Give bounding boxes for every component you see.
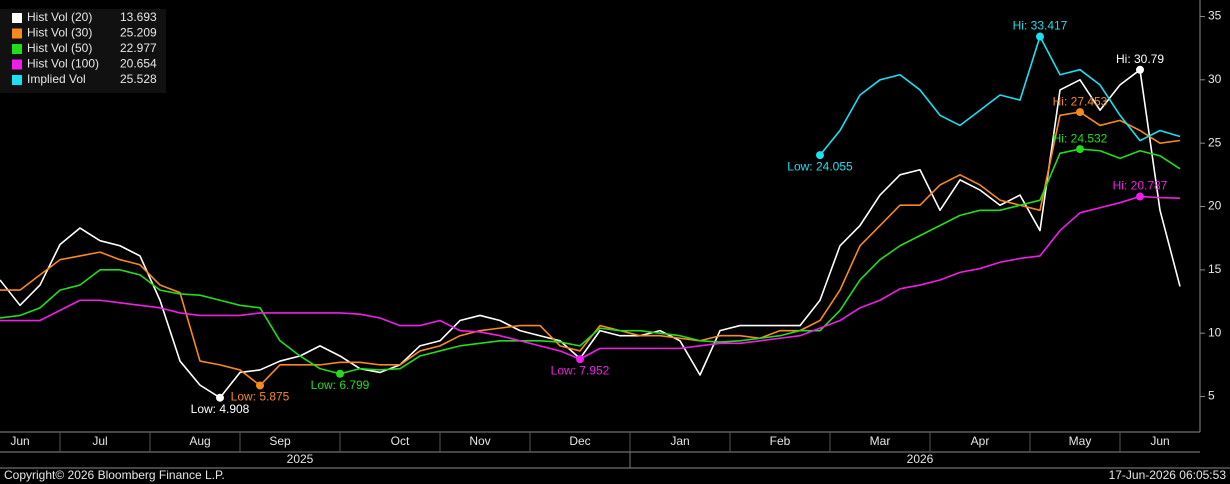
legend-swatch bbox=[12, 13, 22, 23]
y-tick-label: 10 bbox=[1208, 325, 1222, 339]
extreme-label: Low: 6.799 bbox=[311, 378, 370, 392]
legend-label: Hist Vol (50) bbox=[27, 41, 92, 55]
extreme-label: Low: 5.875 bbox=[231, 390, 290, 404]
x-tick-label: Jul bbox=[92, 434, 107, 448]
x-tick-label: Oct bbox=[391, 434, 410, 448]
y-tick-label: 30 bbox=[1208, 72, 1222, 86]
legend-label: Implied Vol bbox=[27, 72, 86, 86]
extreme-label: Hi: 33.417 bbox=[1013, 19, 1068, 33]
extreme-marker bbox=[1076, 108, 1084, 117]
legend-swatch bbox=[12, 75, 22, 85]
x-tick-label: Nov bbox=[469, 434, 490, 448]
copyright: Copyright© 2026 Bloomberg Finance L.P. bbox=[4, 468, 225, 482]
x-tick-label: Mar bbox=[870, 434, 891, 448]
legend-swatch bbox=[12, 28, 22, 39]
extreme-marker bbox=[256, 381, 264, 390]
extreme-marker bbox=[1076, 145, 1084, 154]
x-tick-label: Apr bbox=[971, 434, 990, 448]
extreme-marker bbox=[1136, 65, 1144, 74]
legend: Hist Vol (20) 13.693 Hist Vol (30) 25.209 Hi… bbox=[0, 9, 166, 93]
legend-label: Hist Vol (20) bbox=[27, 10, 92, 24]
extreme-label: Hi: 27.453 bbox=[1053, 94, 1108, 108]
extreme-label: Hi: 30.79 bbox=[1116, 52, 1164, 66]
legend-box bbox=[0, 9, 166, 93]
x-tick-label: Feb bbox=[770, 434, 791, 448]
x-tick-label: Sep bbox=[269, 434, 291, 448]
legend-value: 22.977 bbox=[120, 41, 157, 55]
year-label: 2025 bbox=[287, 452, 314, 466]
x-tick-label: Jan bbox=[670, 434, 689, 448]
legend-value: 20.654 bbox=[120, 57, 157, 71]
legend-value: 13.693 bbox=[120, 10, 157, 24]
series-line bbox=[0, 69, 1181, 399]
legend-swatch bbox=[12, 59, 22, 70]
extreme-label: Hi: 24.532 bbox=[1053, 131, 1108, 145]
extreme-label: Low: 24.055 bbox=[787, 159, 853, 173]
extreme-label: Low: 4.908 bbox=[191, 402, 250, 416]
x-tick-label: Dec bbox=[569, 434, 590, 448]
legend-label: Hist Vol (30) bbox=[27, 26, 92, 40]
extreme-marker bbox=[1136, 192, 1144, 201]
legend-label: Hist Vol (100) bbox=[27, 57, 99, 71]
extreme-marker bbox=[216, 393, 224, 402]
extreme-marker bbox=[816, 151, 824, 160]
extreme-label: Low: 7.952 bbox=[551, 363, 610, 377]
series-line bbox=[0, 148, 1181, 375]
legend-value: 25.209 bbox=[120, 26, 157, 40]
year-label: 2026 bbox=[907, 452, 934, 466]
y-tick-label: 20 bbox=[1208, 199, 1222, 213]
series-line bbox=[819, 35, 1181, 156]
extreme-marker bbox=[1036, 32, 1044, 41]
legend-value: 25.528 bbox=[120, 72, 157, 86]
y-tick-label: 25 bbox=[1208, 135, 1222, 149]
series-line bbox=[0, 111, 1181, 387]
x-tick-label: Jun bbox=[1150, 434, 1169, 448]
extreme-marker bbox=[576, 355, 584, 364]
series-line bbox=[0, 195, 1181, 360]
x-tick-label: Aug bbox=[189, 434, 210, 448]
legend-swatch bbox=[12, 44, 22, 54]
y-tick-label: 35 bbox=[1208, 9, 1222, 23]
timestamp: 17-Jun-2026 06:05:53 bbox=[1109, 468, 1227, 482]
x-tick-label: Jun bbox=[10, 434, 29, 448]
x-tick-label: May bbox=[1069, 434, 1092, 448]
y-tick-label: 15 bbox=[1208, 262, 1222, 276]
y-tick-label: 5 bbox=[1208, 389, 1215, 403]
extreme-label: Hi: 20.787 bbox=[1113, 179, 1168, 193]
extreme-marker bbox=[336, 369, 344, 378]
